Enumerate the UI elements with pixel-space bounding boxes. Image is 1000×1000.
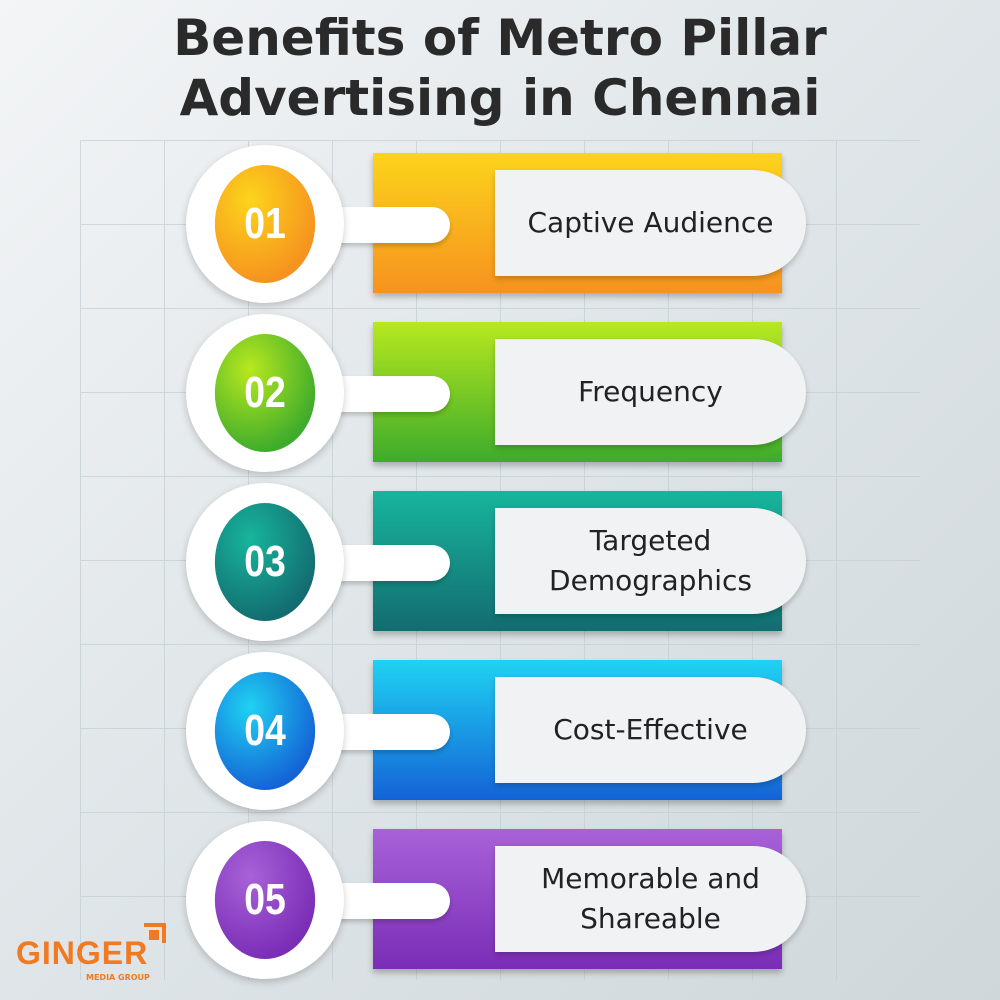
benefit-label: Memorable and Shareable [495,846,806,952]
benefit-item: 05 Memorable and Shareable [0,821,1000,979]
page-title: Benefits of Metro Pillar Advertising in C… [173,9,827,127]
benefit-item: 03 Targeted Demographics [0,483,1000,641]
logo-mark-icon [144,923,166,943]
benefit-number: 01 [214,165,316,283]
benefit-number: 05 [214,841,316,959]
benefit-label: Targeted Demographics [495,508,806,614]
benefit-item: 01 Captive Audience [0,145,1000,303]
logo-name: GINGER [16,935,149,971]
benefit-item: 02 Frequency [0,314,1000,472]
benefit-number: 02 [214,334,316,452]
benefit-number: 03 [214,503,316,621]
ginger-logo: GINGER MEDIA GROUP [16,923,166,982]
benefit-number: 04 [214,672,316,790]
benefit-item: 04 Cost-Effective [0,652,1000,810]
benefit-label: Frequency [495,339,806,445]
benefit-label: Captive Audience [495,170,806,276]
benefit-label: Cost-Effective [495,677,806,783]
logo-tagline: MEDIA GROUP [86,973,150,982]
